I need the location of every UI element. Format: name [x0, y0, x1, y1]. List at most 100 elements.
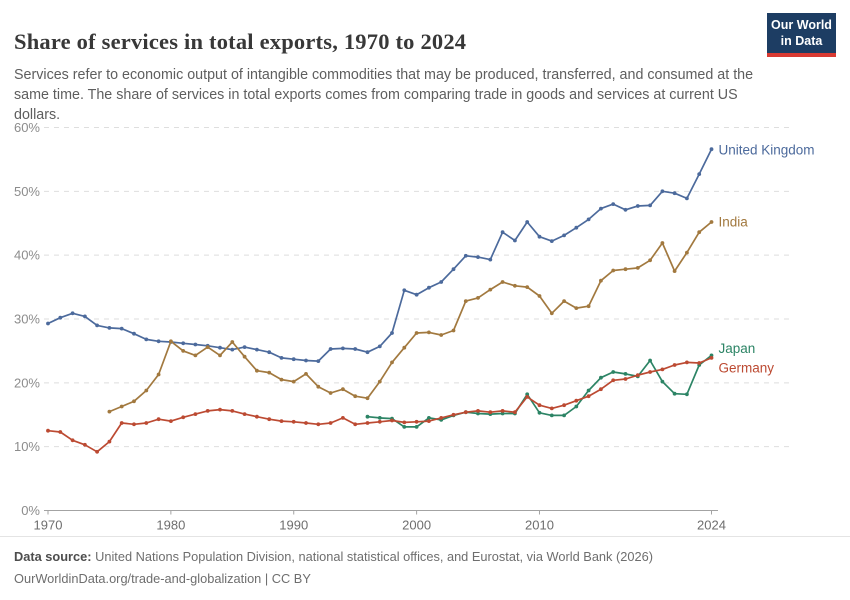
data-point-india-2015[interactable] [599, 278, 603, 283]
data-point-germany-1986[interactable] [242, 412, 247, 416]
data-point-germany-2002[interactable] [439, 416, 444, 420]
data-point-india-2007[interactable] [500, 280, 505, 284]
data-point-united-kingdom-1970[interactable] [46, 321, 50, 326]
data-point-germany-1971[interactable] [58, 430, 63, 434]
data-point-united-kingdom-1996[interactable] [365, 350, 370, 355]
data-point-united-kingdom-1972[interactable] [70, 311, 75, 316]
data-point-germany-2000[interactable] [414, 419, 419, 424]
data-point-united-kingdom-1987[interactable] [255, 347, 259, 352]
data-point-germany-1973[interactable] [83, 442, 87, 447]
data-point-india-2017[interactable] [623, 267, 628, 272]
data-point-germany-1983[interactable] [205, 409, 210, 413]
data-point-japan-2020[interactable] [660, 379, 665, 384]
data-point-india-2000[interactable] [414, 331, 419, 335]
data-point-india-1978[interactable] [144, 388, 149, 393]
data-point-united-kingdom-2010[interactable] [537, 234, 542, 239]
line-chart[interactable]: 0% 10% 20% 30% 40% 50% 60% 1970 1980 1990 2000 2010… [0, 0, 850, 540]
data-point-japan-1997[interactable] [377, 416, 382, 420]
data-point-india-1985[interactable] [230, 340, 235, 344]
data-point-germany-2013[interactable] [574, 398, 579, 403]
data-point-germany-1989[interactable] [279, 419, 284, 423]
data-point-japan-2010[interactable] [537, 410, 542, 415]
data-point-india-2003[interactable] [451, 328, 456, 333]
series-end-label-india[interactable]: India [719, 215, 749, 230]
data-point-india-2023[interactable] [697, 230, 702, 235]
data-point-india-1998[interactable] [390, 360, 394, 365]
series-end-label-germany[interactable]: Germany [719, 360, 775, 375]
data-point-india-2002[interactable] [439, 333, 444, 337]
data-point-germany-1998[interactable] [390, 418, 394, 423]
data-point-united-kingdom-2021[interactable] [672, 191, 677, 196]
data-point-japan-2014[interactable] [586, 388, 591, 393]
data-point-united-kingdom-2005[interactable] [476, 255, 480, 259]
data-point-india-1997[interactable] [377, 379, 382, 384]
data-point-united-kingdom-1982[interactable] [193, 342, 198, 347]
data-point-united-kingdom-2015[interactable] [599, 206, 603, 211]
data-point-united-kingdom-1993[interactable] [328, 347, 333, 351]
data-point-germany-1990[interactable] [291, 419, 296, 424]
data-point-united-kingdom-1973[interactable] [83, 314, 87, 319]
data-point-india-1987[interactable] [255, 368, 259, 373]
data-point-india-1991[interactable] [304, 372, 308, 376]
data-point-india-1992[interactable] [316, 384, 321, 389]
data-point-japan-2022[interactable] [685, 392, 689, 397]
data-point-united-kingdom-2017[interactable] [623, 207, 628, 212]
data-point-india-1995[interactable] [353, 394, 358, 399]
data-point-united-kingdom-1971[interactable] [58, 315, 63, 320]
data-point-india-1989[interactable] [279, 377, 284, 382]
data-point-united-kingdom-2019[interactable] [648, 203, 652, 208]
data-point-united-kingdom-1985[interactable] [230, 347, 235, 352]
data-point-india-2005[interactable] [476, 296, 480, 300]
data-point-india-2019[interactable] [648, 258, 652, 263]
data-point-united-kingdom-2014[interactable] [586, 217, 591, 222]
data-point-united-kingdom-2013[interactable] [574, 225, 579, 230]
data-point-germany-1991[interactable] [304, 421, 308, 425]
data-point-united-kingdom-1991[interactable] [304, 358, 308, 363]
data-point-india-1999[interactable] [402, 345, 407, 350]
data-point-united-kingdom-2016[interactable] [611, 202, 616, 207]
data-point-india-2012[interactable] [562, 299, 566, 303]
data-point-india-1976[interactable] [119, 404, 124, 409]
data-point-united-kingdom-1999[interactable] [402, 288, 407, 293]
data-point-germany-2014[interactable] [586, 394, 591, 399]
data-point-united-kingdom-1989[interactable] [279, 356, 284, 360]
data-point-united-kingdom-2020[interactable] [660, 189, 665, 194]
data-point-united-kingdom-1994[interactable] [341, 346, 345, 351]
data-point-germany-1980[interactable] [169, 419, 173, 423]
data-point-germany-1975[interactable] [107, 439, 112, 444]
data-point-united-kingdom-2018[interactable] [635, 204, 640, 208]
data-point-united-kingdom-2012[interactable] [562, 233, 566, 238]
data-point-japan-2011[interactable] [549, 413, 554, 418]
data-point-germany-2022[interactable] [685, 360, 689, 365]
data-point-united-kingdom-1995[interactable] [353, 347, 358, 351]
data-point-india-1993[interactable] [328, 391, 333, 395]
series-end-label-united-kingdom[interactable]: United Kingdom [719, 143, 815, 158]
data-point-united-kingdom-2000[interactable] [414, 292, 419, 297]
data-point-india-1994[interactable] [341, 387, 345, 392]
data-point-united-kingdom-1998[interactable] [390, 331, 394, 335]
series-line-japan[interactable] [366, 354, 713, 428]
data-point-india-1986[interactable] [242, 354, 247, 359]
data-point-japan-2009[interactable] [525, 392, 530, 397]
data-point-united-kingdom-1997[interactable] [377, 344, 382, 349]
data-point-germany-2023[interactable] [697, 361, 702, 365]
data-point-united-kingdom-2007[interactable] [500, 230, 505, 235]
data-point-japan-1996[interactable] [365, 414, 370, 419]
owid-link[interactable]: OurWorldinData.org/trade-and-globalizati… [14, 570, 262, 586]
data-point-germany-2020[interactable] [660, 367, 665, 372]
data-point-india-1981[interactable] [181, 349, 186, 353]
data-point-india-2006[interactable] [488, 287, 493, 292]
data-point-united-kingdom-2001[interactable] [427, 285, 431, 290]
data-point-india-2013[interactable] [574, 306, 579, 310]
data-point-india-2008[interactable] [513, 283, 517, 288]
data-point-germany-2012[interactable] [562, 403, 566, 408]
data-point-india-1982[interactable] [193, 353, 198, 358]
data-point-germany-2024[interactable] [709, 356, 714, 360]
data-point-india-2004[interactable] [463, 299, 468, 303]
data-point-germany-1988[interactable] [267, 417, 272, 422]
data-point-india-1990[interactable] [291, 379, 296, 384]
data-point-germany-1976[interactable] [119, 421, 124, 425]
data-point-germany-2001[interactable] [427, 419, 431, 423]
data-point-germany-2011[interactable] [549, 406, 554, 411]
data-point-india-1984[interactable] [218, 353, 222, 358]
